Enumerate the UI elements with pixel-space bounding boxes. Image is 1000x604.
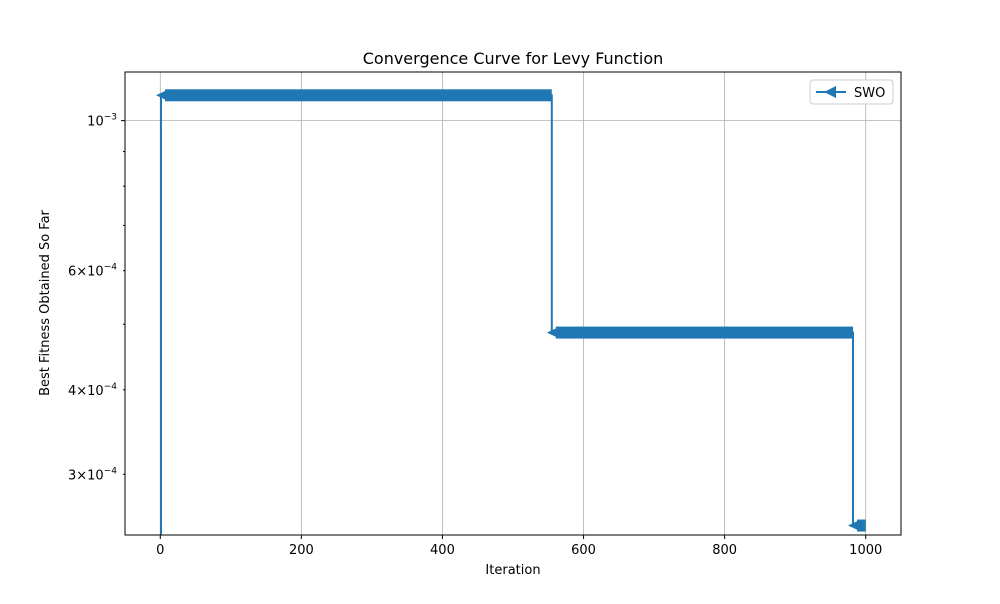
plot-area-frame [124,71,902,536]
y-axis-ticks: 10−3 3×10−4 4×10−4 6×10−4 [68,113,125,483]
series-marker-head [848,519,862,532]
series-swo [155,89,866,535]
y-minor-tick-label: 6×10−4 [68,263,117,280]
series-marker-head [546,326,560,339]
x-tick-label: 400 [430,543,455,558]
y-tick-label: 10−3 [87,113,117,130]
x-tick-label: 200 [289,543,314,558]
y-minor-tick-label: 4×10−4 [68,382,117,399]
y-minor-tick-label: 3×10−4 [68,466,117,483]
series-markers-band [857,519,866,532]
x-axis-ticks: 0 200 400 600 800 1000 [156,535,882,558]
series-layer [155,89,866,535]
legend-box [809,79,894,105]
chart-title: Convergence Curve for Levy Function [363,49,664,68]
x-tick-label: 1000 [849,543,882,558]
legend-marker-swo [824,86,836,98]
grid [125,72,901,535]
x-tick-label: 600 [571,543,596,558]
series-line-swo [159,94,866,535]
legend: SWO [809,79,894,105]
y-axis-label: Best Fitness Obtained So Far [38,209,53,395]
x-tick-label: 0 [156,543,164,558]
legend-label-swo: SWO [854,86,885,101]
x-tick-label: 800 [712,543,737,558]
series-markers-band [164,89,552,102]
series-markers-band [555,326,854,339]
x-axis-label: Iteration [485,563,540,578]
series-marker-head [155,89,169,102]
